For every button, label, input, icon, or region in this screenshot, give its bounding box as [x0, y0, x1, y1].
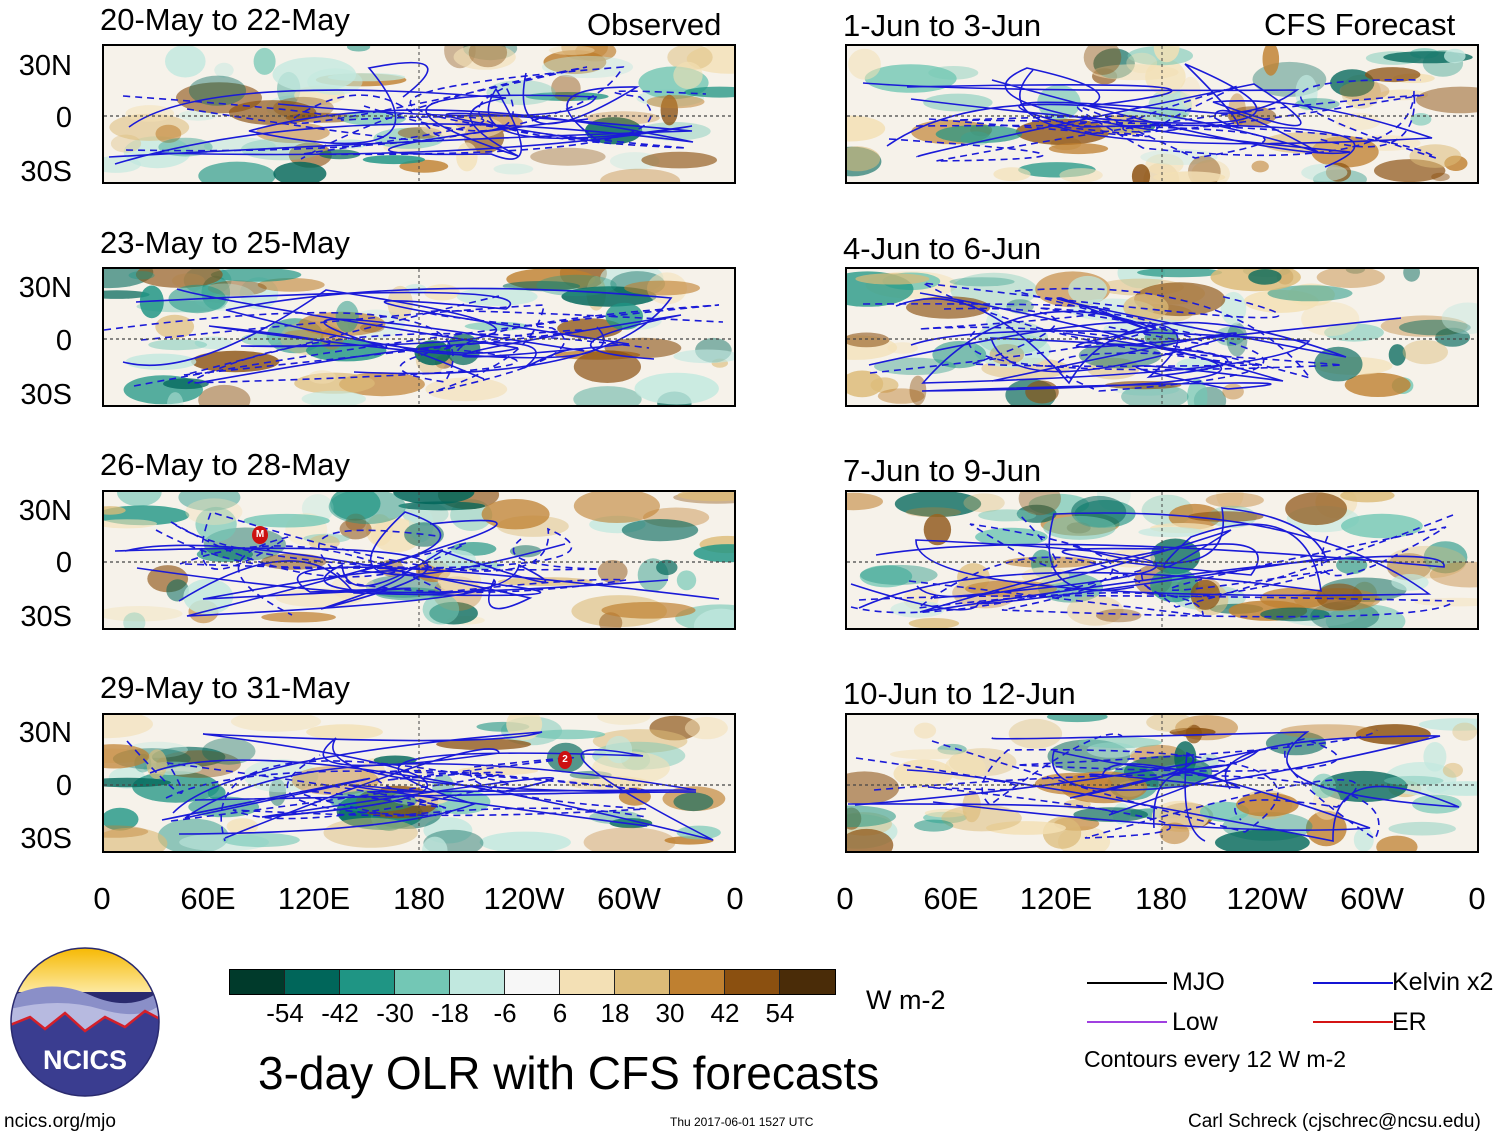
panel-title-forecast-2: 4-Jun to 6-Jun	[843, 231, 1042, 266]
observed-label: Observed	[587, 7, 722, 42]
legend-line-mjo	[1087, 982, 1167, 984]
lon-label-180: 180	[393, 881, 445, 916]
footer-url: ncics.org/mjo	[4, 1111, 116, 1132]
lon-label-60e: 60E	[180, 881, 236, 916]
lat-label-30n: 30N	[18, 272, 72, 304]
map-panel-forecast-3	[845, 490, 1479, 630]
lat-label-30s: 30S	[20, 823, 72, 855]
colorbar-swatch	[505, 970, 560, 994]
legend-label-er: ER	[1392, 1008, 1427, 1036]
lat-label-eq: 0	[55, 325, 72, 357]
colorbar-swatch	[285, 970, 340, 994]
lon-label-0: 0	[836, 881, 854, 916]
colorbar-tick: 54	[765, 998, 795, 1028]
lat-label-eq: 0	[55, 547, 72, 579]
colorbar-tick: -6	[493, 998, 517, 1028]
legend-label-low: Low	[1172, 1008, 1218, 1036]
lat-label-eq: 0	[55, 102, 72, 134]
panel-title-forecast-1: 1-Jun to 3-Jun	[843, 8, 1042, 43]
panel-title-observed-3: 26-May to 28-May	[100, 447, 350, 482]
lat-label-30s: 30S	[20, 156, 72, 188]
lon-label-120e: 120E	[277, 881, 351, 916]
lon-label-120e: 120E	[1019, 881, 1093, 916]
map-panel-observed-1	[102, 44, 736, 184]
lon-label-120w: 120W	[483, 881, 565, 916]
colorbar-tick: -54	[266, 998, 304, 1028]
colorbar-swatch	[780, 970, 835, 994]
contour-note: Contours every 12 W m-2	[1084, 1046, 1347, 1072]
colorbar-swatch	[230, 970, 285, 994]
colorbar-swatch	[340, 970, 395, 994]
legend-line-low	[1087, 1021, 1167, 1023]
forecast-label: CFS Forecast	[1264, 7, 1456, 42]
lat-label-30s: 30S	[20, 379, 72, 411]
map-panel-forecast-1	[845, 44, 1479, 184]
colorbar-unit: W m-2	[866, 985, 946, 1015]
map-panel-forecast-2	[845, 267, 1479, 407]
lon-label-0: 0	[1468, 881, 1486, 916]
lon-label-180: 180	[1135, 881, 1187, 916]
ncics-logo: NCICS	[10, 947, 160, 1097]
legend-label-kelvin: Kelvin x2	[1392, 968, 1494, 996]
panel-title-observed-2: 23-May to 25-May	[100, 225, 350, 260]
panel-title-observed-1: 20-May to 22-May	[100, 2, 350, 37]
lon-label-0: 0	[726, 881, 744, 916]
colorbar-tick: -18	[431, 998, 469, 1028]
legend-line-er	[1313, 1021, 1393, 1023]
colorbar-swatch	[450, 970, 505, 994]
panel-title-forecast-4: 10-Jun to 12-Jun	[843, 676, 1076, 711]
lon-label-60w: 60W	[1340, 881, 1404, 916]
colorbar	[229, 969, 836, 995]
colorbar-tick: 6	[552, 998, 568, 1028]
panel-title-forecast-3: 7-Jun to 9-Jun	[843, 453, 1042, 488]
legend-line-kelvin	[1313, 982, 1393, 984]
lat-label-30n: 30N	[18, 50, 72, 82]
map-panel-observed-4: 2	[102, 713, 736, 853]
footer-author: Carl Schreck (cjschrec@ncsu.edu)	[1188, 1111, 1481, 1132]
logo-text: NCICS	[43, 1045, 127, 1075]
lon-label-0: 0	[93, 881, 111, 916]
lon-label-60w: 60W	[597, 881, 661, 916]
colorbar-tick: -42	[321, 998, 359, 1028]
lat-label-30n: 30N	[18, 495, 72, 527]
map-panel-observed-3: M	[102, 490, 736, 630]
legend-label-mjo: MJO	[1172, 968, 1225, 996]
storm-marker-m: M	[252, 526, 268, 544]
colorbar-tick: -30	[376, 998, 414, 1028]
colorbar-tick: 18	[600, 998, 630, 1028]
colorbar-swatch	[725, 970, 780, 994]
lat-label-30s: 30S	[20, 601, 72, 633]
colorbar-swatch	[670, 970, 725, 994]
map-panel-observed-2	[102, 267, 736, 407]
colorbar-swatch	[560, 970, 615, 994]
colorbar-swatch	[615, 970, 670, 994]
lon-label-60e: 60E	[923, 881, 979, 916]
lat-label-30n: 30N	[18, 717, 72, 749]
footer-timestamp: Thu 2017-06-01 1527 UTC	[670, 1115, 814, 1129]
colorbar-swatch	[395, 970, 450, 994]
colorbar-tick: 42	[710, 998, 740, 1028]
colorbar-tick: 30	[655, 998, 685, 1028]
lon-label-120w: 120W	[1226, 881, 1308, 916]
map-panel-forecast-4	[845, 713, 1479, 853]
panel-title-observed-4: 29-May to 31-May	[100, 670, 350, 705]
lat-label-eq: 0	[55, 770, 72, 802]
storm-marker-2: 2	[558, 751, 572, 769]
main-title: 3-day OLR with CFS forecasts	[258, 1047, 880, 1099]
